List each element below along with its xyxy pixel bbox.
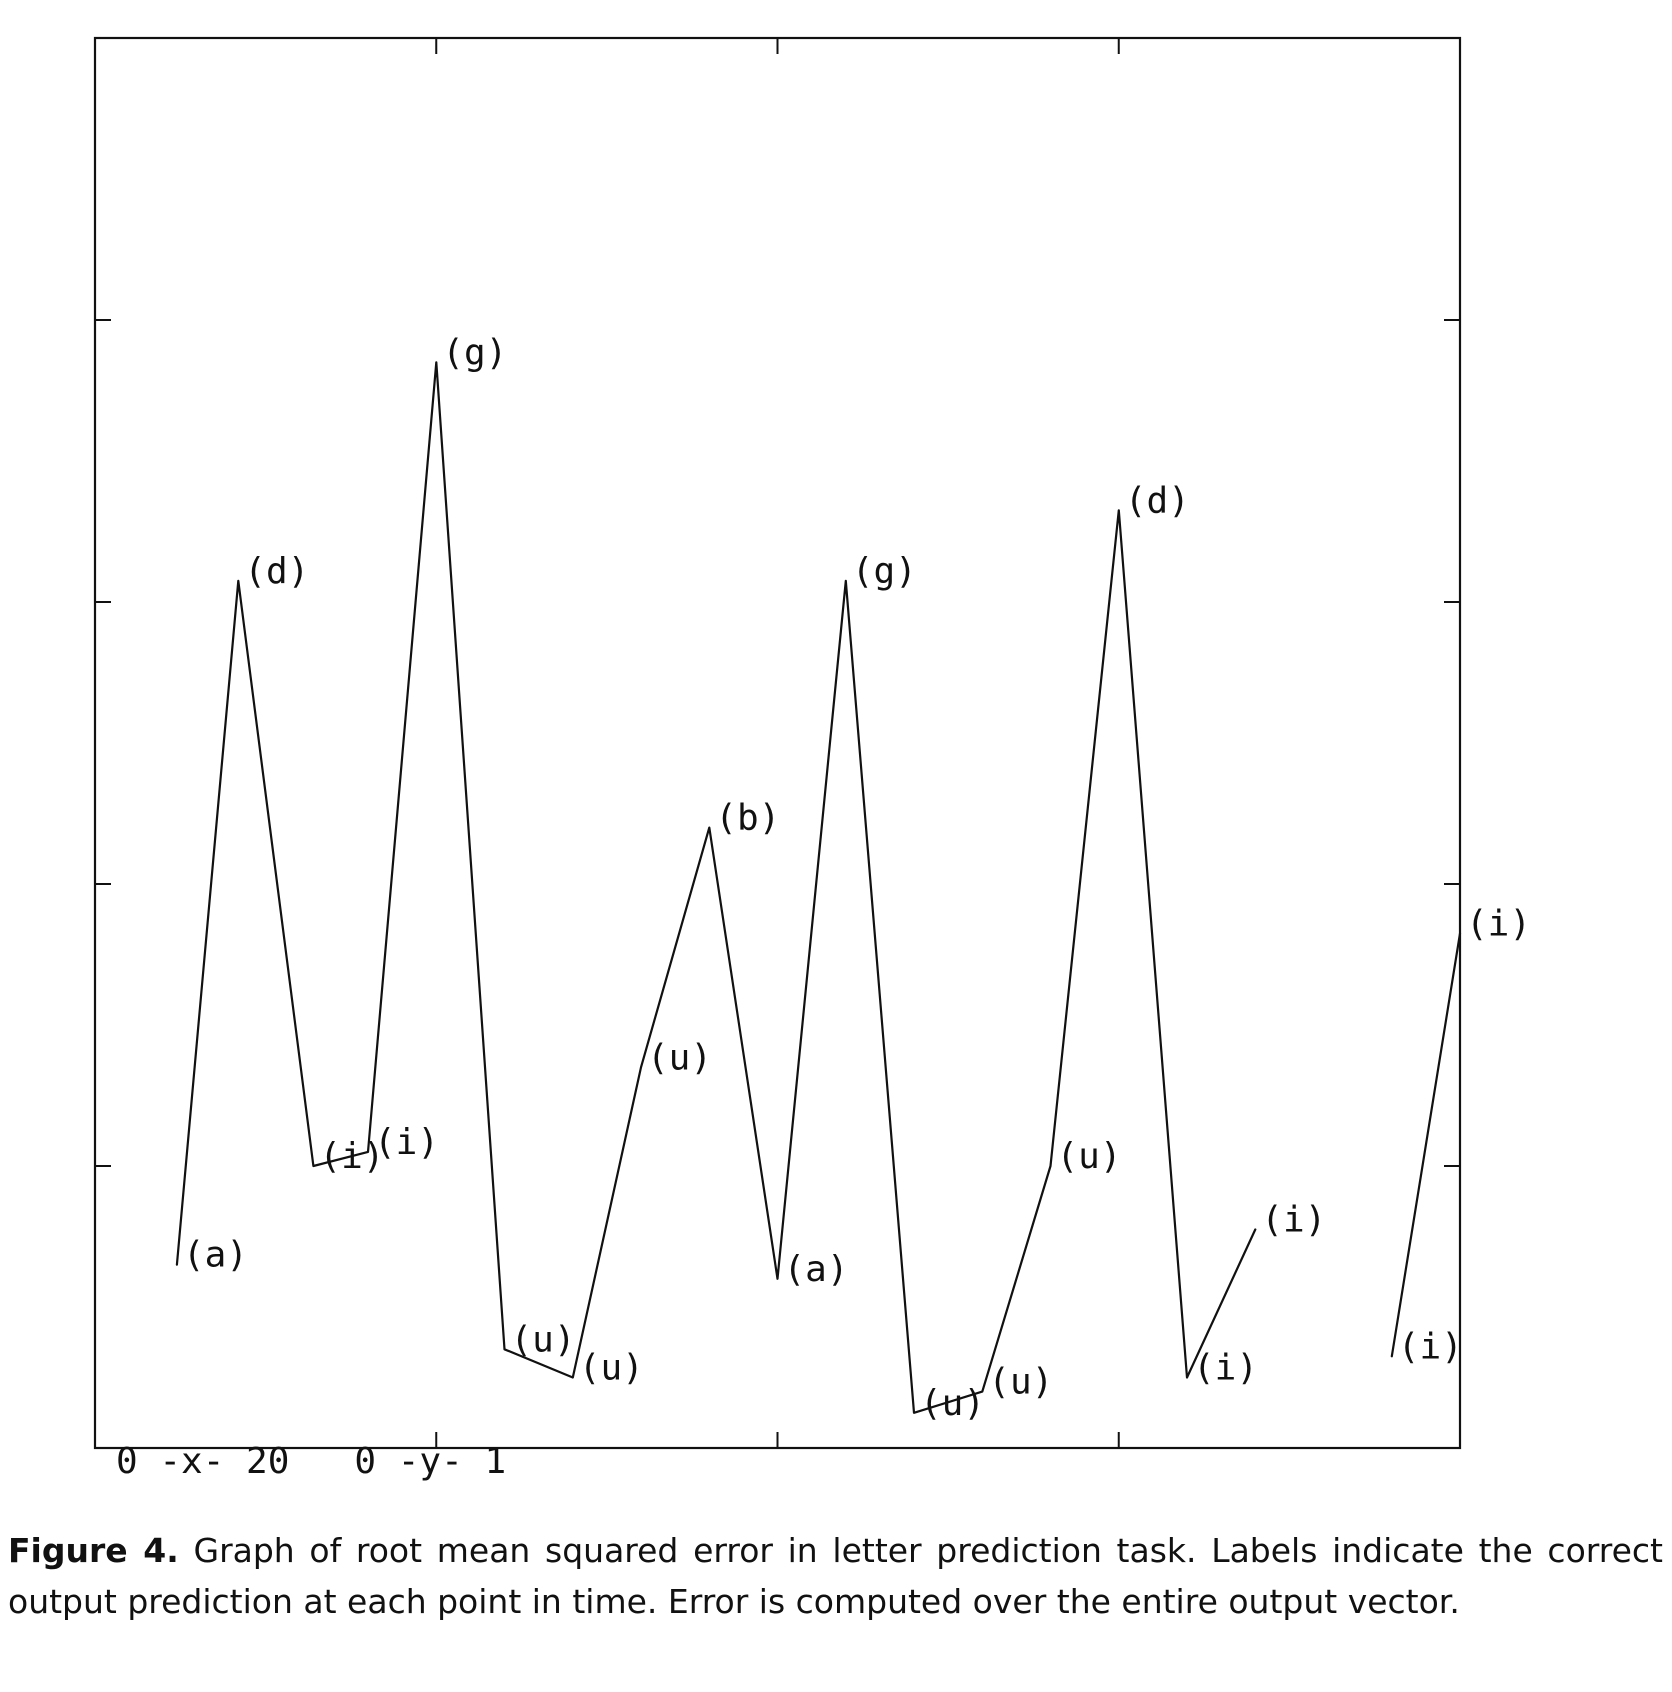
point-label: (d)	[1125, 480, 1190, 521]
point-label: (u)	[579, 1348, 644, 1389]
figure-label: Figure 4.	[8, 1531, 179, 1570]
point-labels: (a)(d)(i)(i)(g)(u)(u)(u)(b)(a)(g)(u)(u)(…	[183, 332, 1531, 1424]
error-series	[175, 361, 1462, 1414]
axis-ticks	[95, 38, 1460, 1448]
point-label: (g)	[442, 332, 507, 373]
axis-range-label: 0 -x- 20 0 -y- 1	[116, 1441, 506, 1482]
point-label: (i)	[319, 1136, 384, 1177]
point-label: (a)	[183, 1235, 248, 1276]
figure-caption: Figure 4. Graph of root mean squared err…	[8, 1525, 1663, 1627]
point-label: (i)	[1398, 1326, 1463, 1367]
point-label: (a)	[784, 1249, 849, 1290]
point-label: (b)	[715, 798, 780, 839]
error-line	[1390, 932, 1462, 1358]
point-label: (u)	[1057, 1136, 1122, 1177]
point-label: (i)	[1261, 1200, 1326, 1241]
point-label: (i)	[1466, 903, 1531, 944]
point-label: (u)	[920, 1383, 985, 1424]
error-line	[175, 361, 1257, 1414]
plot-frame	[93, 36, 1462, 1450]
point-label: (g)	[852, 551, 917, 592]
point-label: (i)	[1193, 1348, 1258, 1389]
point-label: (u)	[511, 1319, 576, 1360]
point-label: (i)	[374, 1122, 439, 1163]
point-label: (d)	[244, 551, 309, 592]
point-label: (u)	[647, 1037, 712, 1078]
caption-text: Graph of root mean squared error in lett…	[8, 1531, 1663, 1621]
point-label: (u)	[988, 1362, 1053, 1403]
